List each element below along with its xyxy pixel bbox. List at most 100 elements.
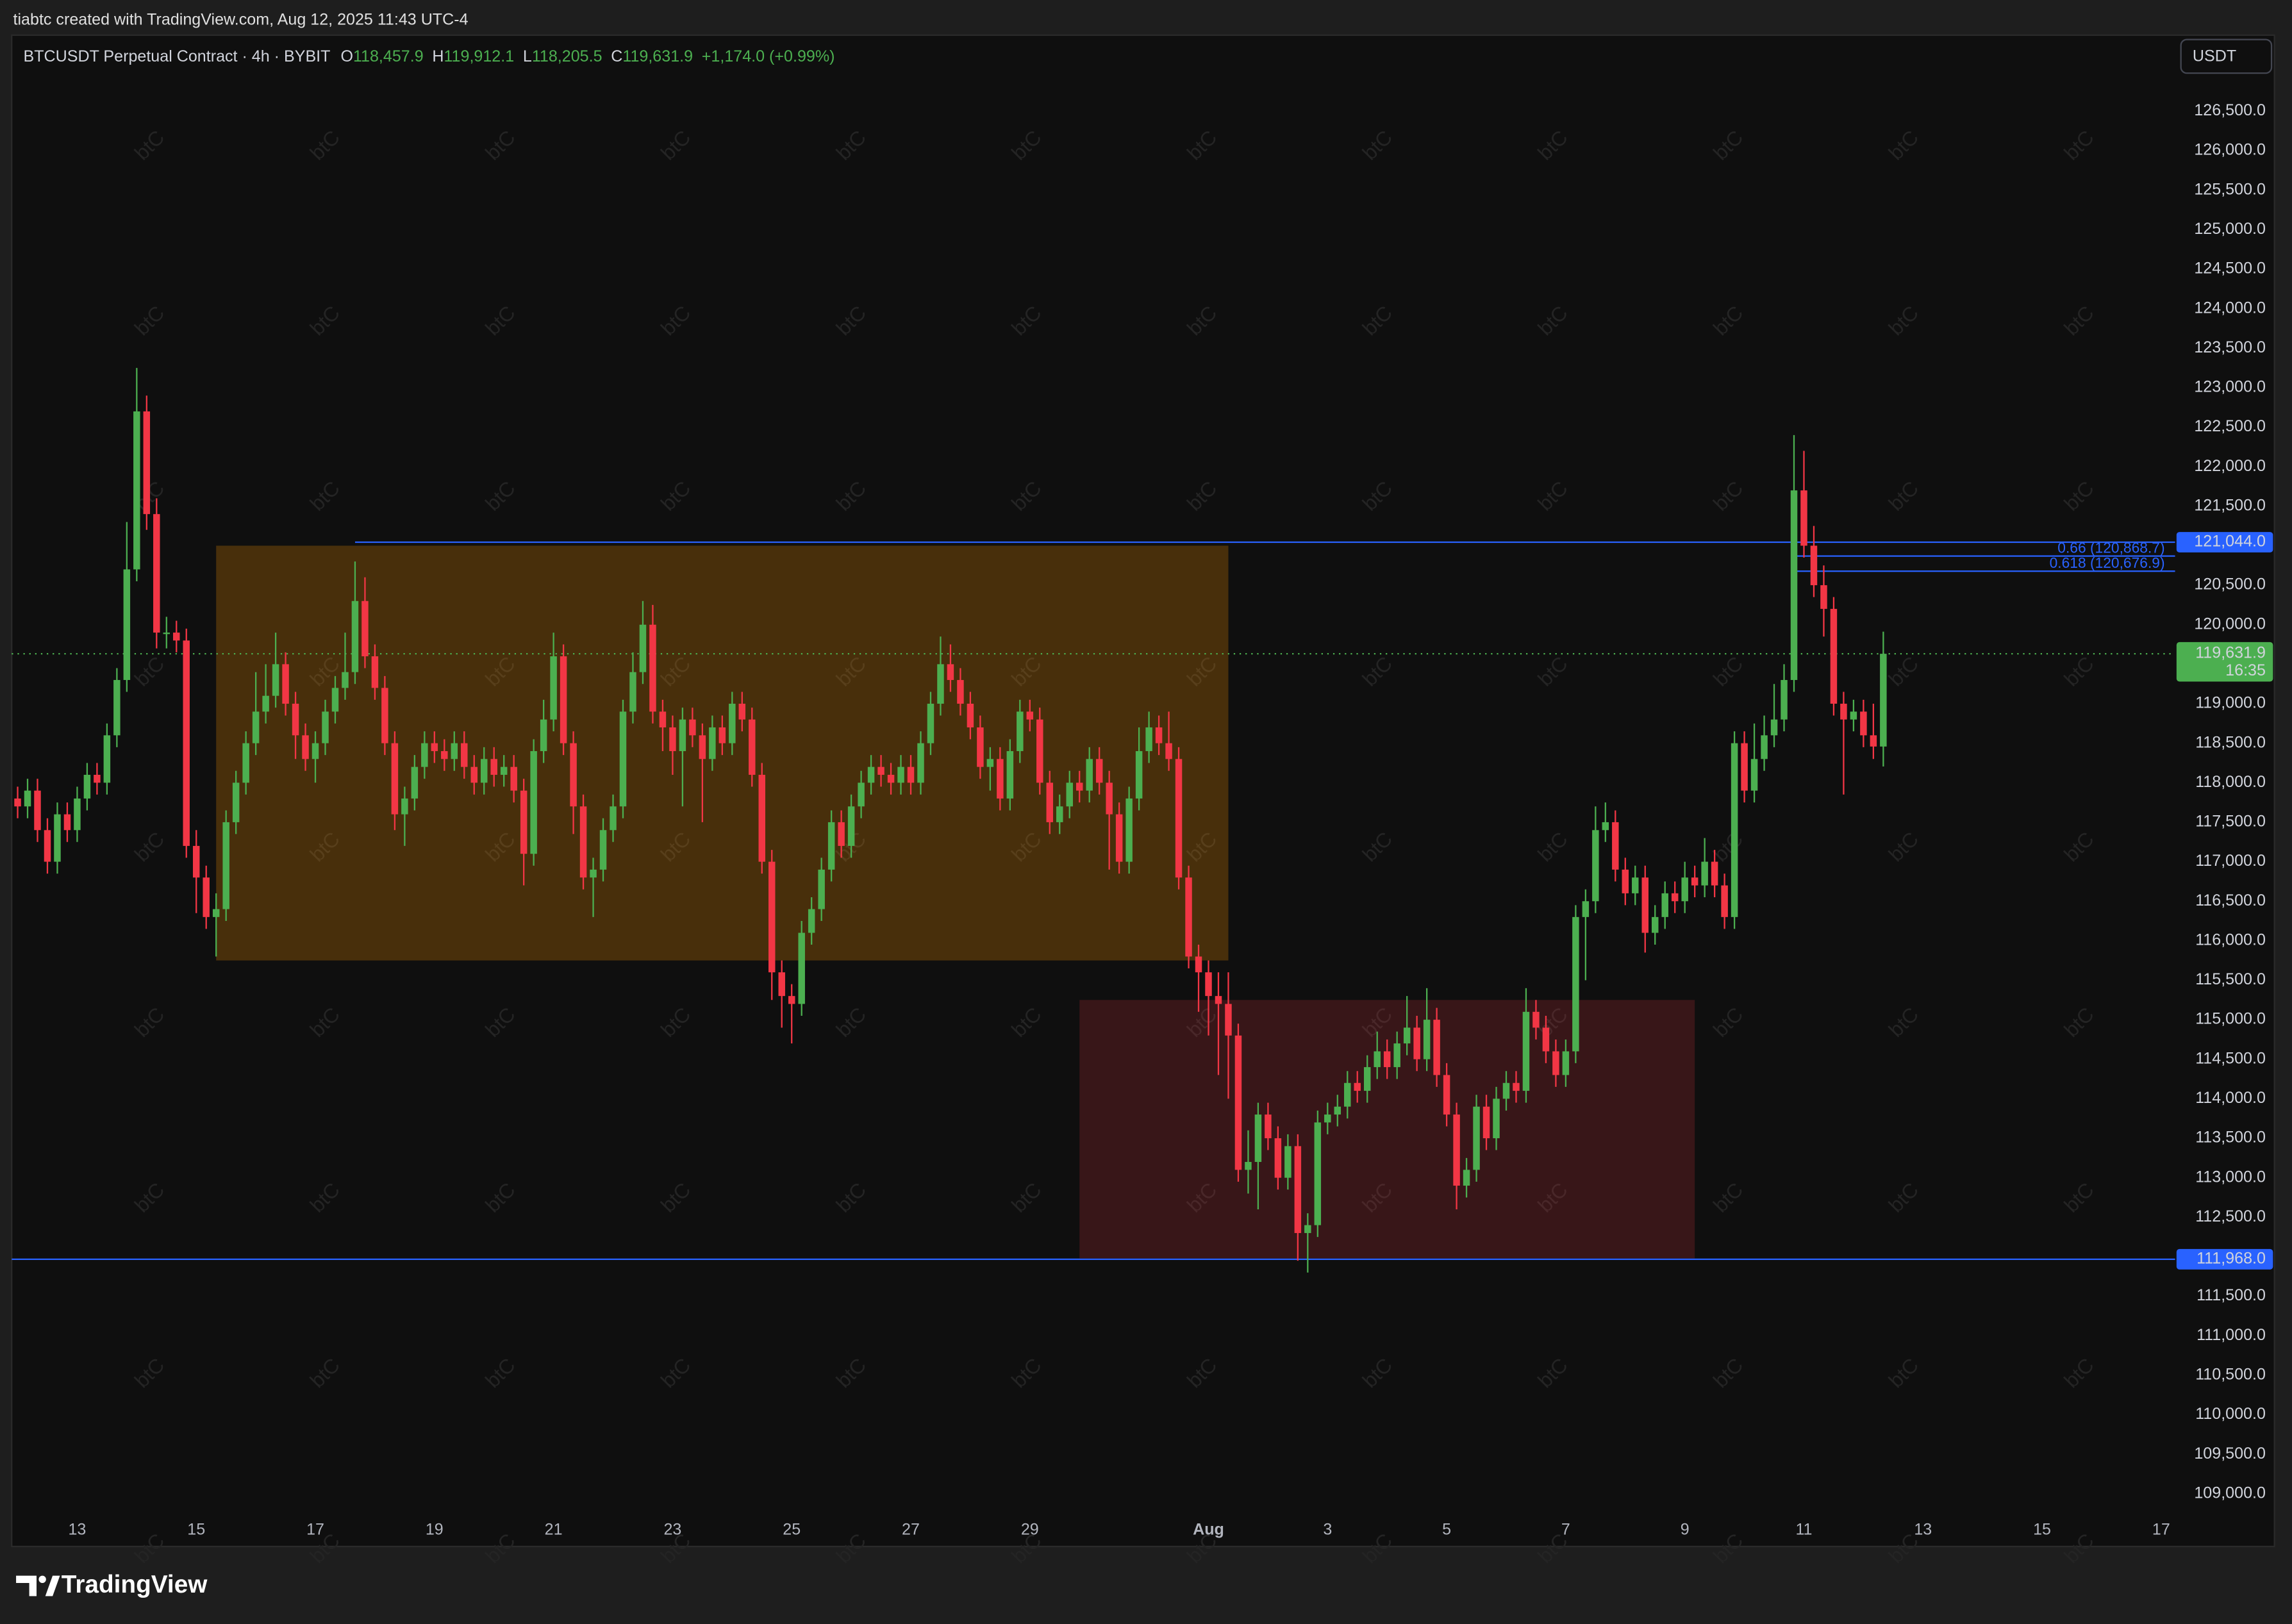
candle-body <box>203 877 210 917</box>
candle-body <box>1036 719 1043 783</box>
candle-body <box>1234 1035 1242 1170</box>
candle-body <box>480 759 488 783</box>
candle-body <box>649 624 656 712</box>
x-tick-label: 15 <box>2033 1521 2051 1539</box>
level-label-box <box>2176 532 2273 553</box>
candle-body <box>659 711 667 728</box>
y-tick-label: 110,500.0 <box>2195 1365 2266 1383</box>
candle-body <box>1870 735 1877 747</box>
candle-body <box>1463 1170 1470 1186</box>
candle-body <box>599 830 607 870</box>
y-tick-label: 110,000.0 <box>2195 1405 2266 1423</box>
candle-body <box>1433 1020 1440 1075</box>
x-tick-label: 29 <box>1021 1521 1039 1539</box>
candle-body <box>768 861 776 973</box>
legend-title: BTCUSDT Perpetual Contract · 4h · BYBIT <box>23 47 330 65</box>
candle-body <box>1502 1082 1510 1099</box>
candle-body <box>1125 798 1133 862</box>
candle-body <box>1075 783 1083 791</box>
x-tick-label: 13 <box>68 1521 86 1539</box>
candle-body <box>222 822 229 909</box>
legend-key: C <box>611 47 622 65</box>
candle-body <box>192 845 200 878</box>
brand-name: TradingView <box>62 1571 208 1598</box>
candle-body <box>54 814 61 862</box>
candle-body <box>1513 1082 1520 1091</box>
candle-body <box>411 766 419 799</box>
candle-body <box>1681 877 1688 902</box>
legend-key: O <box>340 47 353 65</box>
candle-body <box>1423 1020 1431 1059</box>
candle-body <box>1413 1027 1420 1059</box>
candle-body <box>957 680 964 704</box>
candle-body <box>679 719 686 751</box>
candle-body <box>1175 759 1183 878</box>
candle-body <box>44 830 51 862</box>
y-tick-label: 117,500.0 <box>2195 813 2266 831</box>
candle-body <box>560 656 567 743</box>
candle-body <box>1641 877 1649 933</box>
candle-body <box>1622 869 1629 893</box>
candle-body <box>401 798 408 815</box>
candle-body <box>311 743 319 759</box>
candle-body <box>1314 1122 1322 1225</box>
candle-body <box>1781 680 1788 720</box>
candle-body <box>1403 1027 1411 1044</box>
y-tick-label: 116,500.0 <box>2195 891 2266 909</box>
x-tick-label: 7 <box>1561 1521 1570 1539</box>
x-tick-label: 13 <box>1914 1521 1932 1539</box>
candle-body <box>342 672 349 688</box>
candle-body <box>1056 806 1063 822</box>
currency-button[interactable] <box>2180 38 2273 74</box>
candle-body <box>282 664 289 704</box>
x-tick-label: 17 <box>2152 1521 2170 1539</box>
candle-body <box>1383 1051 1391 1068</box>
x-tick-label: 19 <box>426 1521 444 1539</box>
y-tick-label: 118,000.0 <box>2195 773 2266 791</box>
candle-body <box>847 806 855 846</box>
candle-body <box>986 759 994 767</box>
candle-body <box>1017 711 1024 751</box>
candle-body <box>1344 1082 1351 1107</box>
legend-value: 119,631.9 <box>622 47 693 65</box>
candle-body <box>1086 759 1093 791</box>
candle-body <box>1026 711 1034 720</box>
brand-logo <box>16 1575 60 1596</box>
candle-body <box>1265 1114 1272 1139</box>
candle-body <box>1721 885 1728 917</box>
candle-body <box>431 743 438 751</box>
candle-body <box>1800 490 1807 546</box>
candle-body <box>272 664 279 696</box>
candle-body <box>1165 743 1172 759</box>
candle-body <box>252 711 260 743</box>
candle-body <box>1860 711 1867 736</box>
candle-body <box>1741 743 1748 791</box>
candle-body <box>1612 822 1619 870</box>
candle-body <box>947 664 954 681</box>
candle-body <box>461 743 468 767</box>
y-tick-label: 123,000.0 <box>2194 378 2266 396</box>
candle-body <box>997 759 1004 799</box>
candle-body <box>510 766 517 791</box>
candle-body <box>669 727 676 751</box>
candle-body <box>1482 1106 1490 1139</box>
y-tick-label: 120,000.0 <box>2194 615 2266 633</box>
currency-label[interactable]: USDT <box>2193 47 2236 65</box>
x-tick-label: 5 <box>1442 1521 1451 1539</box>
x-tick-label: 21 <box>545 1521 563 1539</box>
candle-body <box>1632 877 1639 893</box>
candle-body <box>1770 719 1778 736</box>
candle-body <box>758 774 766 862</box>
candle-body <box>808 909 815 933</box>
candle-body <box>113 680 120 736</box>
legend-change: +1,174.0 (+0.99%) <box>702 47 835 65</box>
y-tick-label: 111,000.0 <box>2196 1326 2266 1344</box>
candle-body <box>1443 1075 1450 1115</box>
y-tick-label: 111,500.0 <box>2196 1286 2266 1304</box>
y-tick-label: 121,500.0 <box>2194 496 2266 514</box>
candle-body <box>907 766 915 783</box>
candle-body <box>153 514 160 633</box>
logo-mark <box>16 1575 37 1596</box>
candle-body <box>1880 654 1887 747</box>
